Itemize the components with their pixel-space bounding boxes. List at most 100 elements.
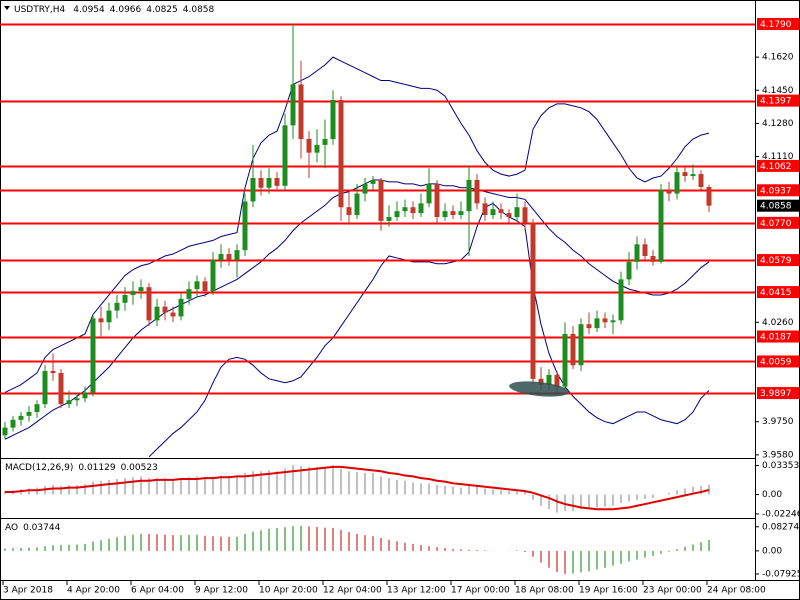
candle-body	[154, 306, 160, 321]
level-label-box	[757, 387, 799, 400]
candle-body	[618, 279, 624, 321]
candle-body	[106, 310, 112, 323]
symbol: USDTRY,H4	[14, 5, 66, 15]
macd-tick-label: 0.03353	[762, 461, 799, 471]
x-tick-label: 9 Apr 12:00	[195, 586, 248, 596]
level-label-box	[757, 94, 799, 107]
x-tick-label: 13 Apr 12:00	[387, 586, 446, 596]
candle-body	[522, 207, 528, 223]
candle-body	[570, 333, 576, 366]
candle-body	[634, 244, 640, 262]
candle-body	[258, 178, 264, 188]
level-label-box	[757, 355, 799, 368]
open: 4.0954	[73, 5, 105, 15]
y-tick-label: 4.0260	[762, 318, 794, 328]
candle-body	[338, 100, 344, 208]
macd-value: 0.01129	[78, 463, 115, 473]
macd-tick-label: -0.02246	[762, 509, 800, 519]
candle-body	[42, 371, 48, 405]
candle-body	[410, 207, 416, 214]
band-upper	[4, 56, 710, 393]
candle-body	[226, 254, 232, 260]
candle-body	[314, 144, 320, 153]
x-tick-label: 10 Apr 20:00	[259, 586, 318, 596]
candle-body	[610, 320, 616, 323]
candle-body	[434, 183, 440, 217]
candle-body	[674, 172, 680, 194]
candle-body	[58, 372, 64, 405]
y-tick-label: 4.1280	[762, 119, 794, 129]
candle-body	[114, 302, 120, 311]
candle-body	[10, 419, 16, 428]
candle-body	[514, 207, 520, 217]
y-tick-label: 4.1620	[762, 53, 794, 63]
candle-body	[290, 84, 296, 126]
candle-body	[562, 333, 568, 387]
candle-body	[402, 207, 408, 212]
level-label-box	[757, 286, 799, 299]
macd-tick-label: 0.00	[762, 490, 782, 500]
chart-header: USDTRY,H4 4.0954 4.0966 4.0825 4.0858	[14, 5, 215, 15]
candle-body	[242, 201, 248, 251]
candle-body	[26, 411, 32, 416]
level-label: 4.1790	[760, 20, 792, 30]
candle-body	[642, 244, 648, 256]
candle-body	[594, 318, 600, 329]
level-label: 4.0937	[760, 186, 792, 196]
band-lower	[148, 202, 710, 457]
candle-body	[650, 255, 656, 262]
candle-body	[602, 318, 608, 323]
level-label-box	[757, 184, 799, 197]
level-label: 4.0187	[760, 333, 792, 343]
candle-body	[538, 378, 544, 385]
candle-body	[346, 207, 352, 216]
y-tick-label: 3.9580	[762, 450, 794, 460]
candle-body	[378, 179, 384, 221]
x-tick-label: 12 Apr 04:00	[323, 586, 382, 596]
candle-body	[162, 306, 168, 313]
candle-body	[658, 189, 664, 262]
price-panel	[0, 23, 755, 457]
menu-arrow[interactable]	[4, 6, 10, 10]
candle-body	[354, 193, 360, 216]
level-label: 4.0059	[760, 357, 792, 367]
candle-body	[50, 371, 56, 373]
candle-body	[450, 211, 456, 216]
candle-body	[578, 324, 584, 366]
candle-body	[266, 178, 272, 188]
candle-body	[218, 254, 224, 260]
candle-body	[322, 139, 328, 145]
macd-header: MACD(12,26,9) 0.01129 0.00523	[5, 463, 158, 473]
low: 4.0825	[146, 5, 178, 15]
candle-body	[130, 291, 136, 295]
x-tick-label: 19 Apr 16:00	[579, 586, 638, 596]
level-label: 4.0579	[760, 256, 792, 266]
y-tick-label: 4.1450	[762, 86, 794, 96]
candle-body	[394, 211, 400, 217]
x-tick-label: 24 Apr 08:00	[707, 586, 766, 596]
current-price-box	[757, 199, 799, 212]
high: 4.0966	[110, 5, 142, 15]
candle-body	[626, 261, 632, 280]
candle-body	[466, 179, 472, 212]
candle-body	[490, 209, 496, 216]
candle-body	[330, 100, 336, 140]
candle-body	[586, 324, 592, 329]
candle-body	[554, 374, 560, 387]
candle-body	[122, 294, 128, 303]
current-price: 4.0858	[760, 202, 792, 212]
candle-body	[194, 281, 200, 290]
x-tick-label: 18 Apr 08:00	[515, 586, 574, 596]
ao-tick-label: 0.08274	[762, 522, 799, 532]
overlay: 4.1620 4.1450 4.1280 4.1110 4.0260 3.9750 3.95…	[2, 17, 800, 596]
ao-tick-label: -0.07925	[762, 569, 800, 579]
highlight-ellipse	[509, 381, 569, 397]
x-tick-label: 17 Apr 00:00	[451, 586, 510, 596]
candle-body	[442, 211, 448, 217]
candle-body	[234, 250, 240, 260]
candle-body	[306, 139, 312, 153]
signal-value: 0.00523	[121, 463, 158, 473]
candle-body	[274, 178, 280, 186]
